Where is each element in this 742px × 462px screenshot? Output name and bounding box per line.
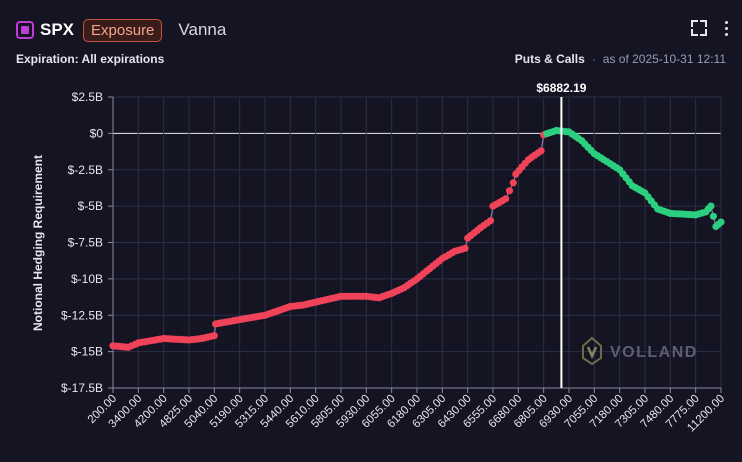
positive-point (717, 218, 725, 226)
y-tick-label: $-2.5B (68, 163, 103, 177)
watermark: VOLLAND (582, 336, 698, 366)
y-tick-label: $-17.5B (61, 381, 103, 395)
expiration-label[interactable]: Expiration: All expirations (16, 52, 165, 66)
chart-header: SPX Exposure Vanna (16, 17, 226, 43)
as-of-timestamp: as of 2025-10-31 12:11 (602, 52, 726, 66)
more-vertical-icon[interactable] (725, 20, 728, 36)
negative-point (509, 179, 517, 187)
spot-price-label: $6882.19 (536, 81, 586, 95)
fullscreen-icon[interactable] (691, 20, 707, 36)
metric-label[interactable]: Vanna (178, 20, 227, 39)
y-tick-label: $0 (90, 126, 104, 140)
y-tick-label: $-5B (78, 199, 103, 213)
negative-point (537, 147, 545, 155)
y-axis: $2.5B $0 $-2.5B $-5B $-7.5B $-10B $-12.5B $-15B… (61, 90, 114, 395)
y-tick-label: $-12.5B (61, 308, 103, 322)
y-tick-label: $-7.5B (68, 236, 103, 250)
y-tick-label: $2.5B (72, 90, 103, 104)
toolbar (691, 20, 728, 36)
negative-point (502, 195, 510, 203)
positive-point (707, 202, 715, 210)
negative-point (486, 217, 495, 225)
positive-point (709, 212, 718, 220)
subheader-right: Puts & Calls · as of 2025-10-31 12:11 (515, 52, 726, 66)
ticker-symbol[interactable]: SPX (40, 20, 75, 39)
negative-point (505, 187, 514, 195)
puts-calls-filter[interactable]: Puts & Calls (514, 52, 585, 66)
y-axis-label: Notional Hedging Requirement (31, 155, 45, 331)
separator-dot: · (591, 52, 596, 66)
volland-logo-icon (582, 336, 602, 366)
y-tick-label: $-10B (71, 272, 103, 286)
negative-point (461, 244, 469, 252)
grid-lines (112, 96, 722, 389)
exposure-badge[interactable]: Exposure (83, 18, 163, 42)
ticker-color-icon (16, 21, 34, 39)
x-axis: 200.003400.004200.004825.005040.005190.0… (86, 387, 727, 434)
negative-point (210, 332, 218, 340)
y-tick-label: $-15B (71, 345, 103, 359)
watermark-text: VOLLAND (610, 344, 698, 361)
vanna-series (109, 126, 725, 351)
spot-marker: $6882.19 (536, 81, 587, 388)
